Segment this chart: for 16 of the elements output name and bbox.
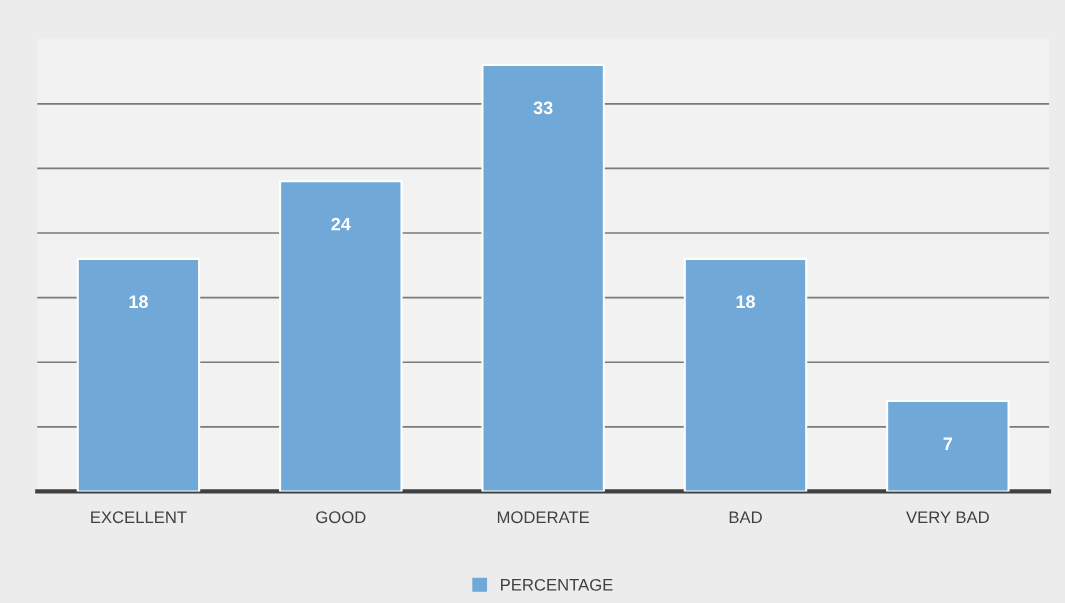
data-label: 18 — [129, 295, 148, 309]
bar — [76, 257, 201, 492]
bar — [481, 64, 605, 492]
bar — [886, 399, 1010, 492]
legend-label: PERCENTAGE — [501, 578, 613, 591]
x-tick-label: BAD — [729, 511, 762, 523]
x-tick-label: EXCELLENT — [91, 511, 187, 524]
data-label: 24 — [331, 217, 351, 231]
data-label: 7 — [943, 437, 953, 451]
x-tick-label: VERY BAD — [906, 511, 989, 523]
x-tick-label: MODERATE — [497, 511, 590, 524]
data-label: 18 — [736, 295, 755, 309]
x-tick-label: GOOD — [316, 511, 366, 524]
bar — [683, 257, 808, 492]
bar — [279, 180, 403, 492]
data-label: 33 — [533, 101, 553, 115]
